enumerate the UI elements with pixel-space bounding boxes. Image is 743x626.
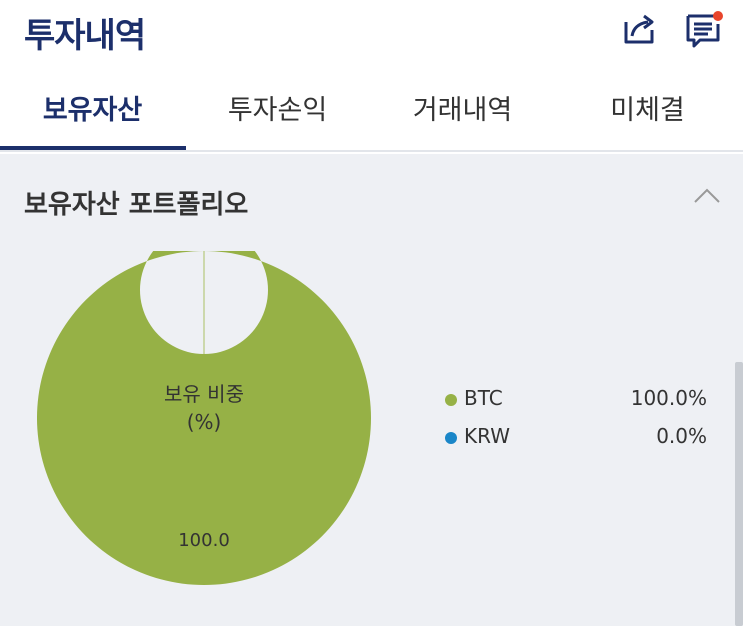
tab-trade-history[interactable]: 거래내역	[412, 95, 513, 126]
page-title: 투자내역	[24, 16, 146, 56]
legend-item-btc: BTC 100.0%	[440, 384, 710, 422]
chevron-up-icon[interactable]	[692, 184, 722, 208]
portfolio-section: 보유자산 포트폴리오 보유 비중 (%) 100.0 BTC 100.0% KR…	[0, 154, 743, 626]
notice-icon[interactable]	[684, 8, 724, 48]
legend-item-krw: KRW 0.0%	[440, 422, 710, 460]
slice-value-label: 100.0	[178, 530, 230, 551]
app-header: 투자내역	[0, 0, 743, 70]
legend-value: 100.0%	[630, 386, 707, 410]
share-icon[interactable]	[620, 8, 660, 48]
tab-bar: 보유자산 투자손익 거래내역 미체결	[0, 70, 743, 152]
center-label-line2: (%)	[186, 410, 222, 434]
chart-legend: BTC 100.0% KRW 0.0%	[440, 384, 710, 460]
center-label-line1: 보유 비중	[164, 382, 244, 406]
tab-holdings[interactable]: 보유자산	[42, 95, 143, 126]
donut-center-label: 보유 비중 (%)	[138, 380, 270, 436]
legend-label: KRW	[464, 424, 510, 448]
scrollbar[interactable]	[735, 362, 743, 626]
section-title: 보유자산 포트폴리오	[24, 190, 249, 220]
legend-label: BTC	[464, 386, 503, 410]
tab-profit-loss[interactable]: 투자손익	[227, 95, 328, 126]
notification-badge	[713, 11, 723, 21]
legend-dot-btc	[445, 394, 457, 406]
donut-chart: 보유 비중 (%) 100.0	[36, 226, 371, 585]
legend-value: 0.0%	[656, 424, 707, 448]
active-tab-indicator	[0, 146, 186, 150]
tab-unfilled[interactable]: 미체결	[610, 95, 685, 126]
legend-dot-krw	[445, 432, 457, 444]
donut-slice-btc	[36, 226, 371, 585]
